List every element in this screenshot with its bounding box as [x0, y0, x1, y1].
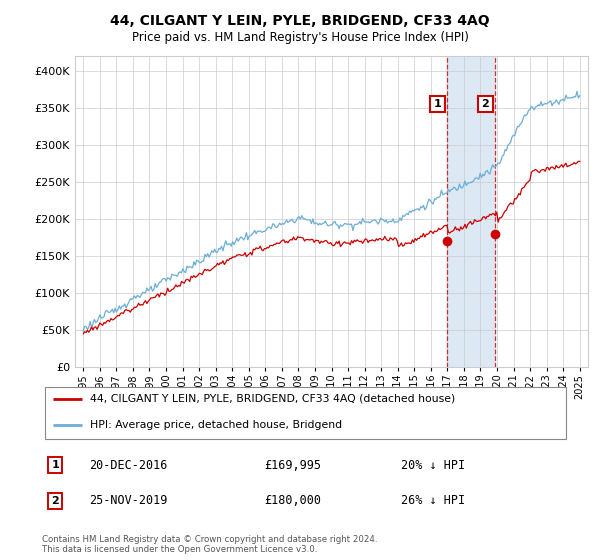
Text: 20-DEC-2016: 20-DEC-2016: [89, 459, 168, 472]
Text: 2: 2: [482, 99, 489, 109]
Text: 1: 1: [52, 460, 59, 470]
Text: 25-NOV-2019: 25-NOV-2019: [89, 494, 168, 507]
Text: £180,000: £180,000: [264, 494, 321, 507]
Text: 44, CILGANT Y LEIN, PYLE, BRIDGEND, CF33 4AQ: 44, CILGANT Y LEIN, PYLE, BRIDGEND, CF33…: [110, 14, 490, 28]
Text: 2: 2: [52, 496, 59, 506]
FancyBboxPatch shape: [44, 388, 566, 438]
Text: 44, CILGANT Y LEIN, PYLE, BRIDGEND, CF33 4AQ (detached house): 44, CILGANT Y LEIN, PYLE, BRIDGEND, CF33…: [89, 394, 455, 404]
Text: 26% ↓ HPI: 26% ↓ HPI: [401, 494, 465, 507]
Text: 20% ↓ HPI: 20% ↓ HPI: [401, 459, 465, 472]
Text: Contains HM Land Registry data © Crown copyright and database right 2024.
This d: Contains HM Land Registry data © Crown c…: [42, 535, 377, 554]
Text: 1: 1: [434, 99, 441, 109]
Bar: [447, 56, 496, 367]
Text: £169,995: £169,995: [264, 459, 321, 472]
Text: Price paid vs. HM Land Registry's House Price Index (HPI): Price paid vs. HM Land Registry's House …: [131, 31, 469, 44]
Text: HPI: Average price, detached house, Bridgend: HPI: Average price, detached house, Brid…: [89, 419, 341, 430]
